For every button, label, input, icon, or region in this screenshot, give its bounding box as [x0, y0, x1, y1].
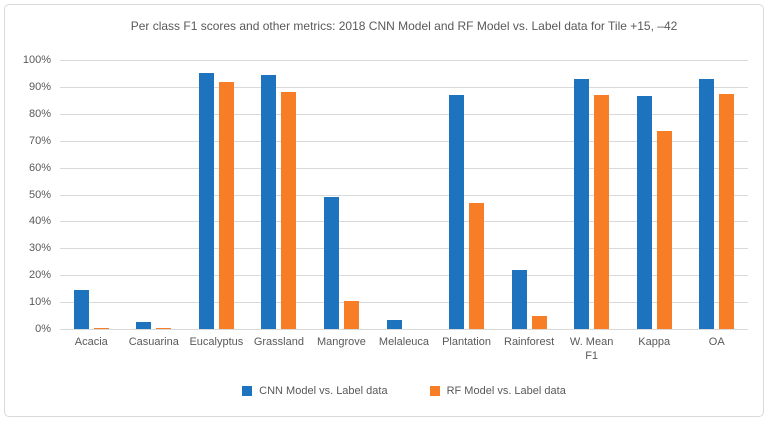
y-tick-label: 100% [22, 54, 51, 66]
bar-rf-acacia [93, 327, 109, 329]
bar-rf-rainforest [531, 315, 547, 329]
x-tick-label: W. Mean F1 [569, 336, 614, 362]
y-tick-label: 40% [28, 215, 51, 228]
gridline [60, 86, 748, 88]
plot-area [60, 60, 748, 330]
bar-cnn-melaleuca [386, 319, 402, 329]
x-tick-label: OA [708, 336, 725, 348]
gridline [60, 140, 748, 142]
y-axis: 0% 10% 20% 30% 40% 50% 60% 70% 80% 90% 100% [5, 54, 51, 335]
y-tick-label: 20% [28, 269, 51, 282]
x-tick-label: Eucalyptus [189, 336, 244, 348]
legend-swatch-cnn [242, 386, 253, 396]
bar-rf-eucalyptus [218, 81, 234, 329]
x-axis: Acacia Casuarina Eucalyptus Grassland Mangro… [60, 335, 748, 369]
gridline [60, 60, 748, 61]
gridline [60, 302, 748, 304]
y-tick-label: 90% [28, 80, 51, 93]
legend-swatch-rf [429, 386, 440, 396]
x-tick-label: Casuarina [128, 336, 179, 348]
x-tick-label: Acacia [74, 336, 108, 348]
y-tick-label: 80% [28, 107, 51, 120]
bar-cnn-acacia [73, 290, 89, 329]
legend-item-rf: RF Model vs. Label data [429, 385, 566, 397]
bar-cnn-oa [699, 78, 715, 329]
bar-rf-grassland [281, 92, 297, 329]
x-tick-label: Kappa [638, 336, 671, 348]
bar-cnn-kappa [636, 96, 652, 329]
x-tick-label: Mangrove [316, 336, 366, 348]
gridline [60, 194, 748, 196]
gridline [60, 248, 748, 250]
gridline [60, 221, 748, 223]
bar-rf-oa [719, 93, 735, 329]
y-tick-label: 60% [28, 161, 51, 174]
bar-cnn-plantation [449, 94, 465, 329]
gridline [60, 167, 748, 169]
gridline [60, 113, 748, 115]
chart-frame: Per class F1 scores and other metrics: 2… [4, 4, 764, 417]
x-tick-label: Grassland [253, 336, 304, 348]
x-tick-label: Melaleuca [378, 336, 430, 348]
legend: CNN Model vs. Label data RF Model vs. La… [60, 385, 748, 397]
bar-cnn-grassland [261, 74, 277, 329]
x-tick-label: Plantation [442, 336, 491, 348]
bar-cnn-casuarina [136, 322, 152, 329]
x-tick-label: Rainforest [504, 336, 555, 348]
legend-label-rf: RF Model vs. Label data [446, 385, 566, 397]
chart-title: Per class F1 scores and other metrics: 2… [130, 19, 678, 33]
bar-cnn-w-mean-f1 [574, 78, 590, 329]
bar-rf-plantation [469, 202, 485, 329]
bar-rf-w-mean-f1 [594, 94, 610, 329]
gridline [60, 329, 748, 330]
bar-cnn-rainforest [511, 269, 527, 329]
y-tick-label: 30% [28, 242, 51, 255]
y-tick-label: 10% [28, 296, 51, 309]
y-tick-label: 70% [28, 134, 51, 147]
bar-rf-kappa [656, 131, 672, 329]
gridline [60, 275, 748, 277]
y-tick-label: 0% [35, 323, 51, 335]
bar-rf-casuarina [156, 327, 172, 329]
legend-item-cnn: CNN Model vs. Label data [242, 385, 388, 397]
bar-rf-mangrove [343, 300, 359, 329]
bar-cnn-eucalyptus [198, 73, 214, 329]
y-tick-label: 50% [28, 188, 51, 201]
bar-cnn-mangrove [323, 197, 339, 329]
legend-label-cnn: CNN Model vs. Label data [259, 385, 388, 397]
